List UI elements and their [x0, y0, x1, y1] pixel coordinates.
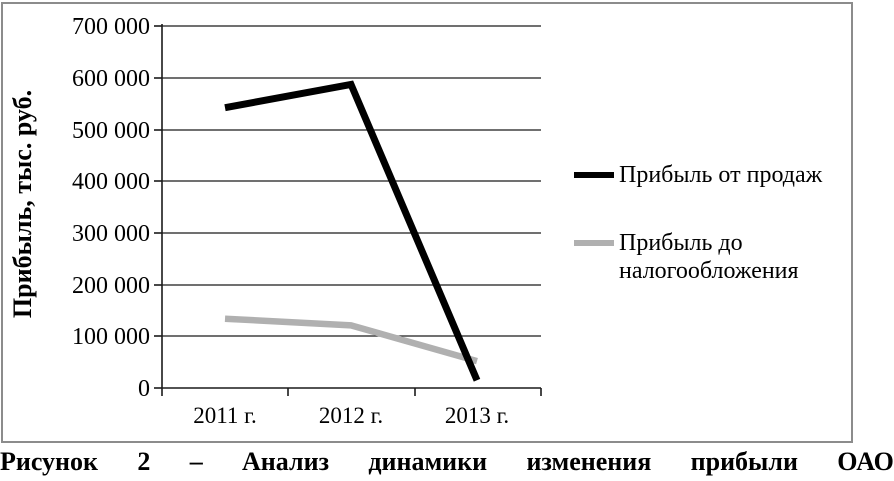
- series-line-pribyl-ot-prodazh: [224, 80, 481, 382]
- caption-word: прибыли: [690, 447, 798, 476]
- y-tick-labels: 700 000 600 000 500 000 400 000 300 000 …: [72, 14, 150, 402]
- x-tick-marks: [161, 388, 542, 396]
- y-tick-label: 300 000: [72, 221, 150, 247]
- caption-word: 2: [137, 447, 151, 476]
- caption-word: ОАО: [837, 447, 894, 476]
- y-tick-label: 700 000: [72, 14, 150, 40]
- figure-caption: Рисунок 2 – Анализ динамики изменения пр…: [0, 447, 894, 477]
- x-tick-labels: 2011 г. 2012 г. 2013 г.: [193, 403, 509, 428]
- y-tick-marks: [154, 25, 162, 389]
- y-tick-label: 200 000: [72, 273, 150, 299]
- y-gridlines: [162, 25, 541, 337]
- caption-word: –: [189, 447, 203, 476]
- series-line-pribyl-do-nalogooblozheniya: [224, 315, 478, 365]
- y-tick-label: 0: [138, 376, 150, 402]
- y-tick-label: 100 000: [72, 324, 150, 350]
- x-tick-label: 2013 г.: [445, 403, 509, 428]
- caption-word: Рисунок: [0, 447, 99, 476]
- y-tick-label: 600 000: [72, 66, 150, 92]
- chart-legend: Прибыль от продаж Прибыль до налогооблож…: [574, 4, 844, 441]
- legend-swatch-gray-line: [574, 240, 614, 246]
- axes: [161, 24, 541, 389]
- y-tick-label: 500 000: [72, 118, 150, 144]
- legend-label: Прибыль от продаж: [619, 162, 823, 188]
- legend-swatch-black-line: [574, 172, 614, 178]
- caption-word: изменения: [526, 447, 652, 476]
- caption-word: Анализ: [242, 447, 330, 476]
- x-tick-label: 2011 г.: [193, 403, 257, 428]
- y-tick-label: 400 000: [72, 169, 150, 195]
- caption-word: динамики: [368, 447, 488, 476]
- x-tick-label: 2012 г.: [319, 403, 383, 428]
- line-chart: 700 000 600 000 500 000 400 000 300 000 …: [8, 14, 542, 428]
- legend-label: Прибыль до налогообложения: [619, 230, 799, 284]
- y-axis-title: Прибыль, тыс. руб.: [8, 90, 37, 318]
- chart-figure: 700 000 600 000 500 000 400 000 300 000 …: [1, 2, 853, 443]
